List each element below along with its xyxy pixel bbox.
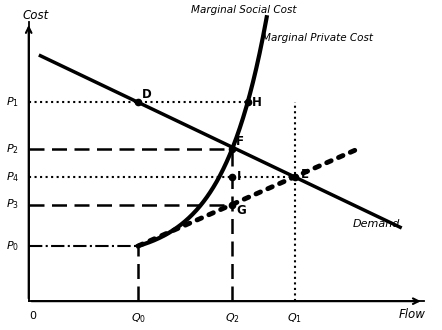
Text: F: F <box>236 135 244 148</box>
Text: $P_3$: $P_3$ <box>6 198 19 212</box>
Text: Cost: Cost <box>23 9 49 22</box>
Text: Marginal Social Cost: Marginal Social Cost <box>191 5 297 16</box>
Text: $P_2$: $P_2$ <box>6 142 19 156</box>
Text: $P_4$: $P_4$ <box>6 170 19 184</box>
Text: $Q_1$: $Q_1$ <box>287 311 302 325</box>
Text: $Q_0$: $Q_0$ <box>130 311 146 325</box>
Text: E: E <box>301 168 309 181</box>
Text: D: D <box>142 88 152 101</box>
Text: $P_0$: $P_0$ <box>6 239 19 253</box>
Text: Marginal Private Cost: Marginal Private Cost <box>262 33 373 43</box>
Text: $Q_2$: $Q_2$ <box>225 311 240 325</box>
Text: Flow: Flow <box>399 308 426 321</box>
Text: $P_1$: $P_1$ <box>6 95 19 109</box>
Text: Demand: Demand <box>353 219 400 229</box>
Text: H: H <box>252 96 262 110</box>
Text: I: I <box>237 170 241 183</box>
Text: G: G <box>237 204 247 217</box>
Text: 0: 0 <box>29 311 36 321</box>
